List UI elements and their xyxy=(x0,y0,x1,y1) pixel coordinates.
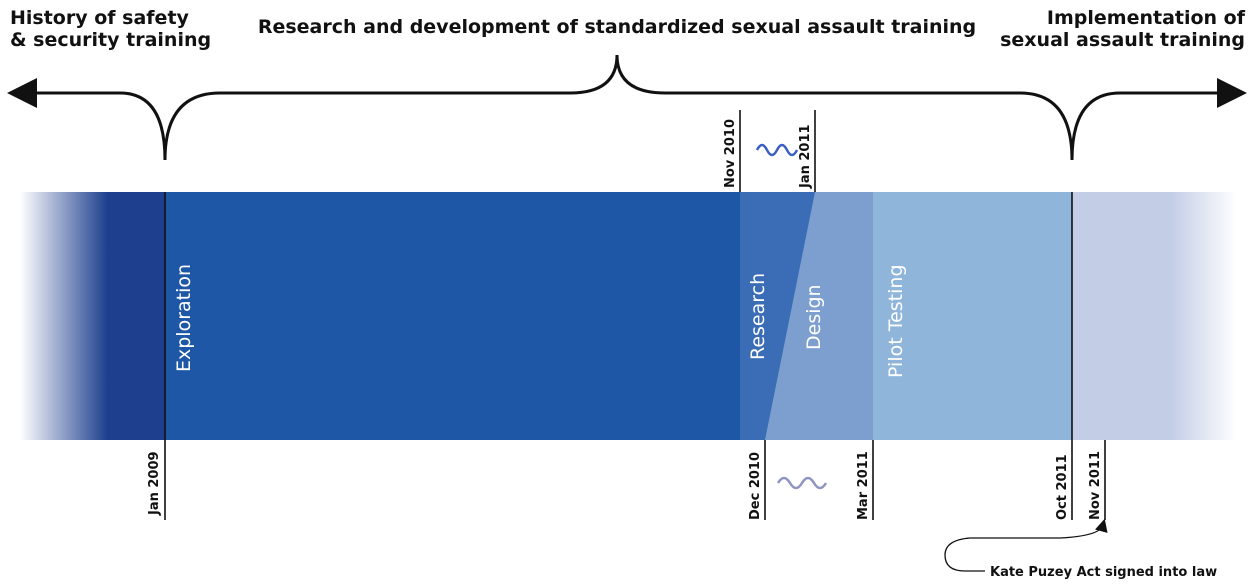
date-lines xyxy=(164,110,1106,520)
header-center: Research and development of standardized… xyxy=(258,16,976,38)
phase-label: Pilot Testing xyxy=(885,264,907,378)
date-label: Mar 2011 xyxy=(856,451,871,520)
date-label: Jan 2009 xyxy=(147,451,162,516)
timeline-band xyxy=(20,192,1237,440)
date-label: Jan 2011 xyxy=(798,124,813,189)
date-label: Dec 2010 xyxy=(748,452,763,520)
phase-label: Research xyxy=(747,273,769,360)
annotation-arrow xyxy=(944,518,1108,572)
date-label: Oct 2011 xyxy=(1055,454,1070,520)
header-left-line: History of safety xyxy=(10,7,190,29)
header-right-line: Implementation of xyxy=(1047,7,1246,29)
date-label: Nov 2011 xyxy=(1088,451,1103,520)
date-label: Nov 2010 xyxy=(723,119,738,188)
header-right-line: sexual assault training xyxy=(1000,29,1245,51)
gap-squiggle xyxy=(755,143,799,157)
braces xyxy=(6,54,1247,161)
annotation: Kate Puzey Act signed into law xyxy=(990,565,1217,580)
gap-squiggle xyxy=(776,476,828,490)
phase-label: Design xyxy=(803,284,825,350)
phase-label: Exploration xyxy=(173,264,195,372)
header-left-line: & security training xyxy=(10,29,211,51)
